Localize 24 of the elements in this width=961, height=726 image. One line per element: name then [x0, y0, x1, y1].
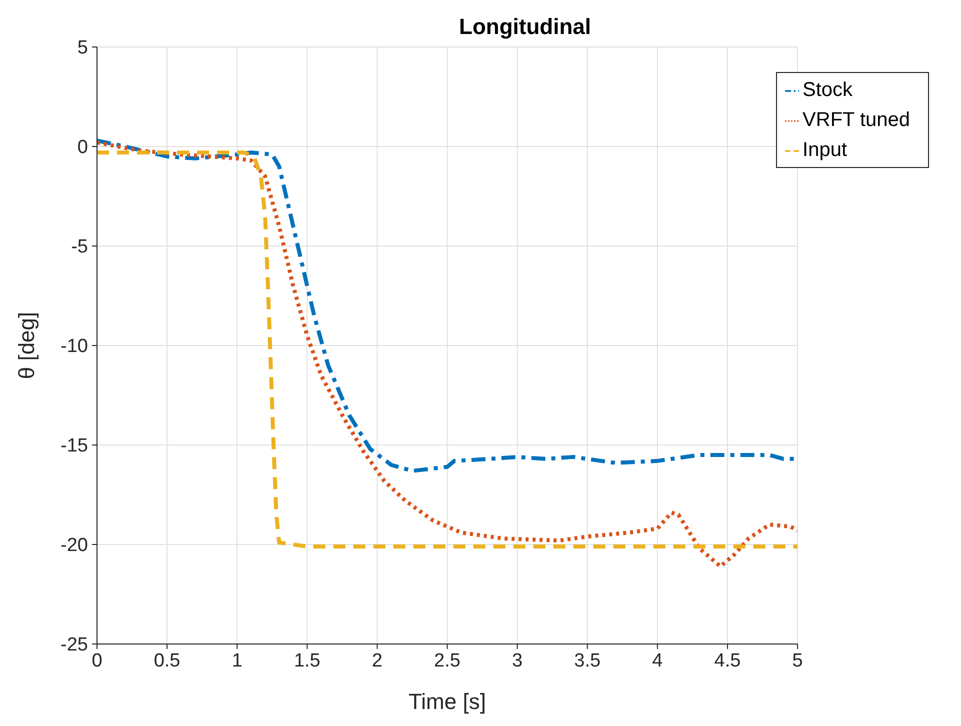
legend-label: Stock [802, 79, 853, 101]
y-tick-label: -10 [60, 336, 88, 358]
x-axis-title: Time [s] [408, 689, 486, 714]
x-tick-label: 1.5 [294, 650, 320, 672]
chart-title: Longitudinal [459, 14, 591, 39]
x-tick-label: 4.5 [714, 650, 741, 672]
legend-label: Input [802, 139, 848, 161]
x-tick-label: 1 [232, 650, 242, 672]
x-tick-label: 5 [792, 650, 803, 672]
y-axis-title: θ [deg] [14, 312, 39, 380]
x-tick-label: 0 [92, 650, 102, 672]
x-tick-label: 3.5 [574, 650, 601, 672]
x-tick-label: 3 [512, 650, 523, 672]
x-tick-label: 4 [652, 650, 664, 672]
y-tick-label: -5 [71, 236, 88, 258]
y-tick-label: 0 [77, 137, 88, 158]
x-tick-label: 0.5 [154, 650, 180, 672]
y-tick-label: -20 [60, 535, 88, 556]
y-tick-label: 5 [77, 38, 88, 59]
legend-label: VRFT tuned [802, 109, 910, 131]
y-tick-label: -25 [60, 634, 88, 656]
x-tick-label: 2 [372, 650, 382, 672]
y-tick-label: -15 [60, 436, 88, 457]
x-tick-label: 2.5 [434, 650, 460, 672]
